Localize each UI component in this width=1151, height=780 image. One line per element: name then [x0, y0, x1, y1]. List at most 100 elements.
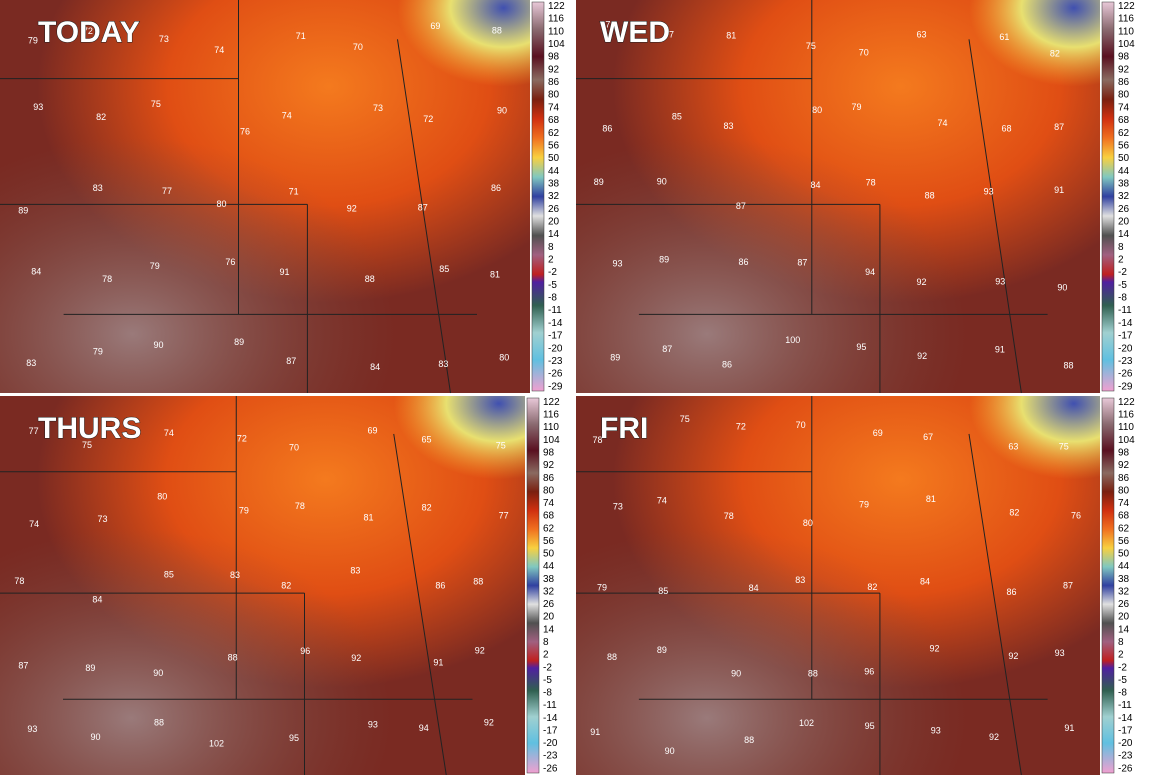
station-temp: 102 — [799, 718, 814, 728]
colorbar-label: -17 — [1118, 331, 1133, 342]
colorbar-label: -17 — [1118, 725, 1133, 736]
panel-title: TODAY — [38, 16, 140, 49]
station-temp: 84 — [370, 362, 380, 372]
colorbar-label: -11 — [1118, 305, 1132, 316]
colorbar-label: -5 — [1118, 675, 1127, 686]
station-temp: 93 — [995, 277, 1005, 287]
station-temp: 96 — [300, 646, 310, 656]
station-temp: 80 — [499, 352, 509, 362]
colorbar-label: 26 — [1118, 204, 1130, 215]
colorbar-label: 98 — [1118, 52, 1130, 63]
station-temp: 83 — [93, 183, 103, 193]
station-temp: 88 — [1063, 360, 1073, 370]
station-temp: 74 — [282, 111, 292, 121]
station-temp: 93 — [368, 720, 378, 730]
colorbar-label: -11 — [1118, 700, 1132, 711]
colorbar-label: 32 — [548, 191, 560, 202]
colorbar-label: 26 — [1118, 599, 1130, 610]
colorbar-label: -20 — [543, 738, 558, 749]
colorbar-label: -17 — [543, 725, 558, 736]
station-temp: 79 — [28, 35, 38, 45]
station-temp: 84 — [920, 577, 930, 587]
colorbar-label: 92 — [1118, 64, 1130, 75]
station-temp: 91 — [280, 267, 290, 277]
station-temp: 94 — [419, 723, 429, 733]
station-temp: 82 — [1009, 508, 1019, 518]
colorbar-label: -29 — [1118, 381, 1133, 392]
colorbar-label: 62 — [543, 523, 555, 534]
colorbar-label: -5 — [1118, 280, 1127, 291]
station-temp: 102 — [209, 739, 224, 749]
station-temp: 78 — [593, 435, 603, 445]
lake-region — [576, 396, 1100, 775]
station-temp: 84 — [749, 583, 759, 593]
colorbar-label: -26 — [1118, 369, 1133, 380]
station-temp: 90 — [1057, 282, 1067, 292]
station-temp: 75 — [806, 41, 816, 51]
station-temp: 90 — [154, 340, 164, 350]
station-temp: 74 — [214, 45, 224, 55]
colorbar — [1101, 1, 1115, 392]
colorbar-label: -20 — [548, 343, 563, 354]
colorbar-label: 2 — [548, 255, 554, 266]
station-temp: 93 — [33, 102, 43, 112]
colorbar-label: 116 — [543, 410, 559, 421]
station-temp: 83 — [350, 566, 360, 576]
station-temp: 91 — [1054, 185, 1064, 195]
colorbar-label: 50 — [543, 549, 555, 560]
station-temp: 87 — [1054, 122, 1064, 132]
station-temp: 71 — [296, 31, 306, 41]
station-temp: 87 — [1063, 581, 1073, 591]
station-temp: 83 — [795, 575, 805, 585]
colorbar-label: 50 — [548, 153, 560, 164]
station-temp: 79 — [859, 500, 869, 510]
colorbar-label: 86 — [1118, 473, 1130, 484]
station-temp: 86 — [722, 360, 732, 370]
colorbar-label: 50 — [1118, 153, 1130, 164]
station-temp: 90 — [665, 746, 675, 756]
station-temp: 83 — [438, 359, 448, 369]
station-temp: 87 — [797, 258, 807, 268]
colorbar-label: 20 — [543, 612, 555, 623]
station-temp: 75 — [680, 414, 690, 424]
station-temp: 82 — [422, 502, 432, 512]
colorbar-label: 98 — [543, 447, 555, 458]
station-temp: 88 — [154, 717, 164, 727]
station-temp: 86 — [738, 257, 748, 267]
station-temp: 87 — [662, 344, 672, 354]
station-temp: 96 — [864, 667, 874, 677]
station-temp: 72 — [736, 422, 746, 432]
colorbar-label: 32 — [1118, 586, 1130, 597]
station-temp: 79 — [93, 346, 103, 356]
colorbar-label: 56 — [1118, 536, 1130, 547]
station-temp: 76 — [240, 126, 250, 136]
colorbar-label: 92 — [543, 460, 555, 471]
colorbar-label: 110 — [543, 422, 559, 433]
colorbar-label: 14 — [543, 624, 555, 635]
colorbar-label: 8 — [543, 637, 549, 648]
colorbar-label: 26 — [543, 599, 555, 610]
station-temp: 75 — [82, 440, 92, 450]
colorbar-label: -23 — [548, 356, 563, 367]
colorbar-label: 68 — [1118, 115, 1130, 126]
station-temp: 81 — [926, 494, 936, 504]
station-temp: 82 — [1050, 48, 1060, 58]
station-temp: 92 — [1008, 651, 1018, 661]
station-temp: 93 — [931, 726, 941, 736]
station-temp: 75 — [1059, 442, 1069, 452]
colorbar-label: 86 — [548, 77, 560, 88]
station-temp: 100 — [785, 335, 800, 345]
colorbar-label: 116 — [548, 14, 564, 25]
station-temp: 91 — [433, 658, 443, 668]
colorbar-label: 56 — [1118, 140, 1130, 151]
colorbar-label: 122 — [1118, 1, 1135, 12]
station-temp: 67 — [923, 432, 933, 442]
station-temp: 89 — [594, 177, 604, 187]
station-temp: 73 — [613, 501, 623, 511]
station-temp: 92 — [484, 717, 494, 727]
colorbar-label: 74 — [1118, 498, 1130, 509]
colorbar-label: 122 — [548, 1, 565, 12]
state-border — [576, 396, 1048, 776]
